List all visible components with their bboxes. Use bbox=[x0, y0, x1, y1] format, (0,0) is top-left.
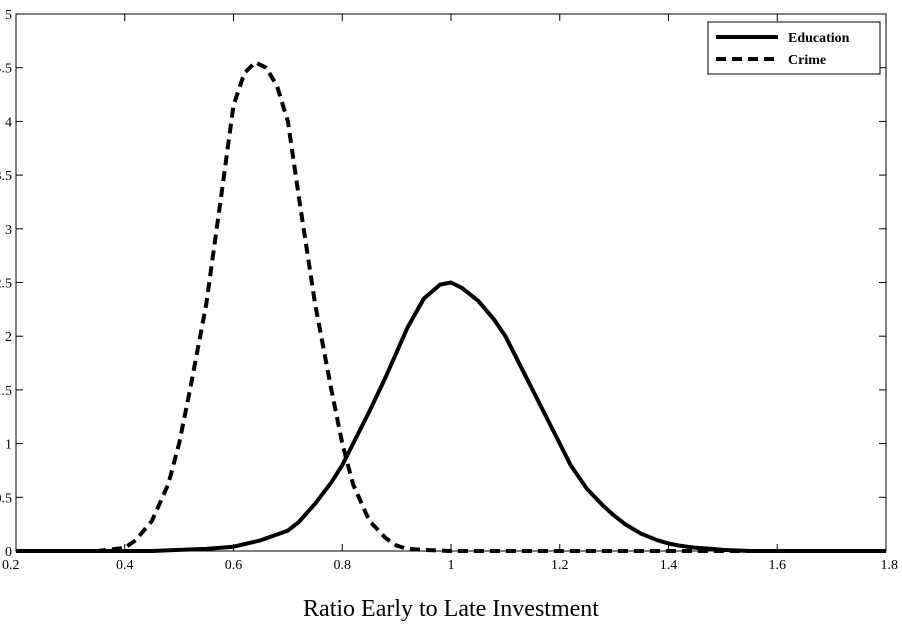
plot-area bbox=[16, 60, 886, 553]
y-tick-label: 3.5 bbox=[0, 169, 12, 184]
x-tick-label: 1.8 bbox=[881, 558, 899, 573]
x-tick-label: 0.8 bbox=[334, 558, 352, 573]
y-tick-label: 4 bbox=[5, 115, 12, 130]
legend-label-crime: Crime bbox=[788, 53, 826, 68]
x-tick-label: 1.4 bbox=[660, 558, 678, 573]
x-tick-label: 0.6 bbox=[225, 558, 243, 573]
series-line-education bbox=[16, 280, 886, 553]
x-tick-label: 1.2 bbox=[551, 558, 569, 573]
y-tick-label: 1 bbox=[5, 438, 12, 453]
y-tick-label: 3 bbox=[5, 223, 12, 238]
y-tick-label: 2.5 bbox=[0, 277, 12, 292]
legend-label-education: Education bbox=[788, 31, 850, 46]
x-tick-label: 0.2 bbox=[2, 558, 20, 573]
axes: 0.2 0.4 0.6 0.8 1 1.2 1.4 1.6 1.8 0 0.5 1 1.5 2 2.5 3 3.… bbox=[0, 8, 898, 573]
y-tick-label: 5 bbox=[5, 8, 12, 23]
y-tick-label: 2 bbox=[5, 330, 12, 345]
series-line-crime bbox=[16, 60, 886, 553]
y-tick-label: 1.5 bbox=[0, 384, 12, 399]
x-axis-title: Ratio Early to Late Investment bbox=[303, 596, 599, 622]
x-tick-label: 0.4 bbox=[116, 558, 134, 573]
y-tick-label: 0 bbox=[5, 545, 12, 560]
y-tick-label: 0.5 bbox=[0, 491, 12, 506]
legend: Education Crime bbox=[707, 21, 881, 75]
x-tick-label: 1.6 bbox=[769, 558, 787, 573]
y-tick-label: 4.5 bbox=[0, 62, 12, 77]
legend-box bbox=[707, 21, 881, 75]
x-tick-label: 1 bbox=[448, 558, 455, 573]
